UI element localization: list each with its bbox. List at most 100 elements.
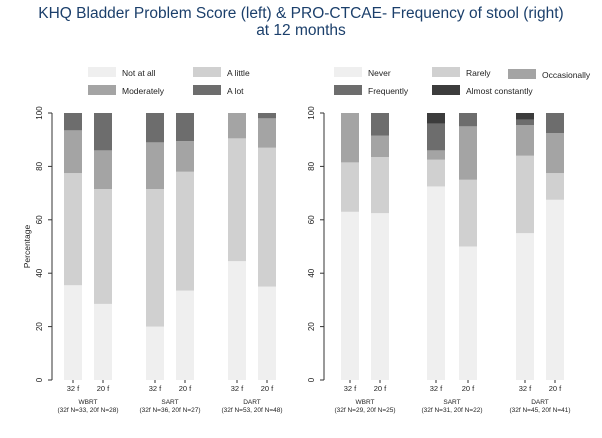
y-tick-label: 40 <box>307 268 316 277</box>
y-tick-label: 100 <box>307 106 316 120</box>
bar-segment <box>94 303 112 380</box>
group-sublabel: (32f N=45, 20f N=41) <box>509 407 570 414</box>
bar-segment <box>258 113 276 119</box>
y-tick-label: 0 <box>307 377 316 382</box>
bar-segment <box>228 113 246 139</box>
group-label: DART <box>243 399 261 406</box>
bar-segment <box>427 150 445 160</box>
legend-swatch <box>432 85 460 95</box>
bar-segment <box>176 290 194 380</box>
y-tick-label: 80 <box>35 161 44 170</box>
x-tick-label: 20 f <box>261 384 274 393</box>
x-tick-label: 20 f <box>374 384 387 393</box>
group-sublabel: (32f N=33, 20f N=28) <box>57 407 118 414</box>
bar-segment <box>228 261 246 380</box>
bar-segment <box>371 135 389 158</box>
bar-segment <box>146 189 164 327</box>
left-panel-bladder-score: Not at all A little Moderately A lot 0 20 40 60… <box>22 67 283 414</box>
y-tick-label: 0 <box>35 377 44 382</box>
bar-segment <box>146 142 164 190</box>
group-label: SART <box>161 399 178 406</box>
bar-segment <box>94 113 112 151</box>
group-sublabel: (32f N=29, 20f N=25) <box>334 407 395 414</box>
bar-segment <box>427 113 445 124</box>
group-label: WBRT <box>78 399 97 406</box>
bar-segment <box>176 141 194 172</box>
legend-swatch <box>334 67 362 77</box>
bar-segment <box>64 173 82 286</box>
bar-segment <box>228 138 246 262</box>
bar-segment <box>427 186 445 380</box>
legend-label: Rarely <box>466 68 491 78</box>
legend-swatch <box>193 67 221 77</box>
bar-segment <box>516 155 534 234</box>
bar-segment <box>94 189 112 304</box>
bar-segment <box>258 147 276 287</box>
bar-segment <box>546 113 564 134</box>
bar-segment <box>516 125 534 156</box>
group-label: DART <box>531 399 549 406</box>
x-tick-label: 32 f <box>519 384 532 393</box>
x-tick-label: 32 f <box>231 384 244 393</box>
bar-segment <box>459 179 477 247</box>
group-sublabel: (32f N=31, 20f N=22) <box>421 407 482 414</box>
bar-segment <box>341 113 359 163</box>
bar-segment <box>64 285 82 380</box>
group-label: WBRT <box>355 399 374 406</box>
y-tick-label: 40 <box>35 268 44 277</box>
bar-segment <box>459 246 477 380</box>
bar-segment <box>371 113 389 136</box>
bar-segment <box>176 171 194 291</box>
bar-segment <box>546 199 564 380</box>
x-tick-label: 32 f <box>149 384 162 393</box>
bar-segment <box>427 159 445 187</box>
bar-segment <box>516 233 534 380</box>
legend-swatch <box>508 69 536 79</box>
chart-title: KHQ Bladder Problem Score (left) & PRO-C… <box>0 5 602 39</box>
bar-segment <box>516 119 534 126</box>
legend-swatch <box>334 85 362 95</box>
right-panel-stool-frequency: Never Rarely Occasionally Frequently Almost … <box>307 67 591 414</box>
bar-segment <box>94 150 112 190</box>
legend-label: Almost constantly <box>466 86 533 96</box>
x-tick-label: 20 f <box>549 384 562 393</box>
legend-label: A lot <box>227 86 244 96</box>
bar-segment <box>258 118 276 148</box>
y-tick-label: 60 <box>307 215 316 224</box>
legend-label: Not at all <box>122 68 156 78</box>
bar-segment <box>341 211 359 380</box>
bar-segment <box>258 286 276 380</box>
bar-segment <box>546 173 564 200</box>
bar-segment <box>371 213 389 380</box>
bar-segment <box>459 113 477 127</box>
y-tick-label: 60 <box>35 215 44 224</box>
y-tick-label: 20 <box>307 322 316 331</box>
group-sublabel: (32f N=53, 20f N=48) <box>221 407 282 414</box>
bar-segment <box>64 130 82 174</box>
y-tick-label: 80 <box>307 161 316 170</box>
bar-segment <box>427 123 445 151</box>
bar-segment <box>459 126 477 180</box>
x-tick-label: 20 f <box>179 384 192 393</box>
x-tick-label: 32 f <box>67 384 80 393</box>
chart-title-line-2: at 12 months <box>256 22 346 39</box>
bar-segment <box>546 133 564 174</box>
y-tick-label: 20 <box>35 322 44 331</box>
legend-label: Moderately <box>122 86 165 96</box>
x-tick-label: 20 f <box>97 384 110 393</box>
bar-segment <box>176 113 194 142</box>
group-sublabel: (32f N=36, 20f N=27) <box>139 407 200 414</box>
legend-label: Occasionally <box>542 70 591 80</box>
group-label: SART <box>443 399 460 406</box>
y-tick-label: 100 <box>35 106 44 120</box>
bar-segment <box>371 157 389 214</box>
legend-swatch <box>193 85 221 95</box>
legend-label: A little <box>227 68 250 78</box>
bar-segment <box>146 113 164 143</box>
legend-label: Never <box>368 68 391 78</box>
legend-swatch <box>88 85 116 95</box>
bar-segment <box>341 162 359 212</box>
y-axis-title: Percentage <box>22 224 32 268</box>
legend-swatch <box>88 67 116 77</box>
